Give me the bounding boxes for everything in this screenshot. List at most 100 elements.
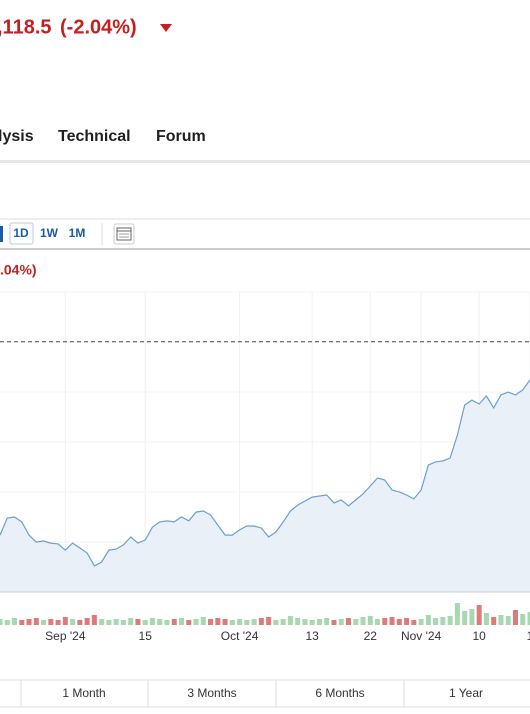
volume-bar bbox=[208, 619, 214, 625]
x-tick-label: 10 bbox=[472, 629, 486, 643]
volume-bar bbox=[483, 613, 489, 625]
volume-bar bbox=[331, 620, 337, 625]
volume-bar bbox=[142, 620, 148, 625]
volume-bar bbox=[193, 619, 199, 625]
volume-bar bbox=[149, 618, 155, 625]
volume-bar bbox=[135, 619, 141, 625]
volume-bar bbox=[171, 619, 177, 625]
volume-bar bbox=[91, 615, 97, 625]
volume-bar bbox=[345, 618, 351, 625]
x-tick-label: 13 bbox=[306, 629, 320, 643]
volume-bar bbox=[266, 617, 272, 625]
chart: Sep '24 15 Oct '24 13 22 Nov '24 10 1 bbox=[0, 291, 530, 643]
volume-bar bbox=[454, 603, 460, 625]
volume-bar bbox=[375, 619, 381, 625]
volume-bar bbox=[360, 617, 366, 625]
volume-bar bbox=[447, 616, 453, 625]
x-tick-label: 15 bbox=[139, 629, 153, 643]
volume-bar bbox=[19, 620, 25, 625]
volume-bar bbox=[84, 618, 90, 625]
range-button[interactable]: 1 Month bbox=[62, 686, 105, 700]
interval-button[interactable]: 1M bbox=[69, 226, 86, 240]
volume-bar bbox=[287, 616, 293, 625]
volume-bar bbox=[244, 620, 250, 625]
volume-bar bbox=[396, 619, 402, 625]
range-button[interactable]: 1 Year bbox=[449, 686, 483, 700]
volume-bar bbox=[157, 619, 163, 625]
tab[interactable]: Technical bbox=[58, 128, 131, 145]
volume-bar bbox=[280, 619, 286, 625]
volume-bar bbox=[433, 618, 439, 625]
volume-bar bbox=[48, 619, 54, 625]
volume-bar bbox=[186, 620, 192, 625]
volume-bar bbox=[462, 611, 468, 625]
volume-bar bbox=[295, 618, 301, 625]
volume-bar bbox=[302, 619, 308, 625]
volume-bar bbox=[498, 615, 504, 625]
chart-change: .04%) bbox=[0, 262, 37, 278]
range-button[interactable]: 6 Months bbox=[315, 686, 364, 700]
volume-bar bbox=[106, 620, 112, 625]
volume-bar bbox=[382, 618, 388, 625]
volume-bar bbox=[469, 609, 475, 625]
volume-bar bbox=[418, 619, 424, 625]
volume-bar bbox=[4, 620, 10, 625]
tab-divider bbox=[0, 160, 530, 163]
volume-bar bbox=[120, 620, 126, 625]
tab[interactable]: lysis bbox=[0, 128, 34, 145]
volume-bar bbox=[367, 616, 373, 625]
volume-bar bbox=[99, 619, 105, 625]
down-arrow bbox=[160, 24, 172, 32]
volume-bar bbox=[0, 619, 3, 625]
volume-bar bbox=[527, 612, 530, 625]
range-button[interactable]: 3 Months bbox=[187, 686, 236, 700]
volume-bar bbox=[77, 620, 83, 625]
volume-bar bbox=[520, 614, 526, 625]
price: ,118.5 bbox=[0, 16, 52, 38]
volume-bar bbox=[440, 617, 446, 625]
volume-bar bbox=[128, 618, 134, 625]
volume-bar bbox=[251, 619, 257, 625]
volume-bar bbox=[505, 616, 511, 625]
x-tick-label: Nov '24 bbox=[401, 629, 442, 643]
volume-bar bbox=[12, 618, 18, 625]
area-fill bbox=[0, 379, 530, 592]
x-tick-label: 22 bbox=[364, 629, 378, 643]
volume-bar bbox=[512, 610, 518, 625]
volume-bar bbox=[215, 618, 221, 625]
volume-bar bbox=[26, 619, 32, 625]
volume-bar bbox=[353, 619, 359, 625]
range-separators bbox=[20, 680, 405, 707]
price-change: (-2.04%) bbox=[60, 16, 137, 38]
volume-bar bbox=[273, 620, 279, 625]
button-selected[interactable] bbox=[9, 222, 34, 245]
volume-bar bbox=[200, 617, 206, 625]
volume-bar bbox=[33, 618, 39, 625]
volume-bar bbox=[41, 620, 47, 625]
x-tick-label: 1 bbox=[527, 629, 530, 643]
interval-button[interactable]: 1D bbox=[13, 226, 29, 240]
layout-icon[interactable] bbox=[113, 223, 135, 245]
volume-bar bbox=[491, 617, 497, 625]
volume-bar bbox=[62, 617, 68, 625]
x-tick-label: Oct '24 bbox=[221, 629, 259, 643]
interval-button[interactable]: 1W bbox=[40, 226, 59, 240]
toolbar-edge bbox=[0, 226, 3, 242]
volume-bar bbox=[309, 620, 315, 625]
volume-bar bbox=[404, 618, 410, 625]
volume-bar bbox=[411, 620, 417, 625]
volume-bar bbox=[338, 619, 344, 625]
volume-bar bbox=[179, 618, 185, 625]
volume-bar bbox=[55, 620, 61, 625]
volume-bar bbox=[258, 618, 264, 625]
volume-bar bbox=[425, 615, 431, 625]
volume-bar bbox=[229, 620, 235, 625]
volume-bar bbox=[237, 619, 243, 625]
volume-bar bbox=[389, 617, 395, 625]
volume-bar bbox=[222, 619, 228, 625]
volume-bar bbox=[476, 605, 482, 625]
volume-bar bbox=[70, 619, 76, 625]
tab[interactable]: Forum bbox=[156, 128, 206, 145]
volume-bar bbox=[113, 619, 119, 625]
x-tick-label: Sep '24 bbox=[45, 629, 86, 643]
